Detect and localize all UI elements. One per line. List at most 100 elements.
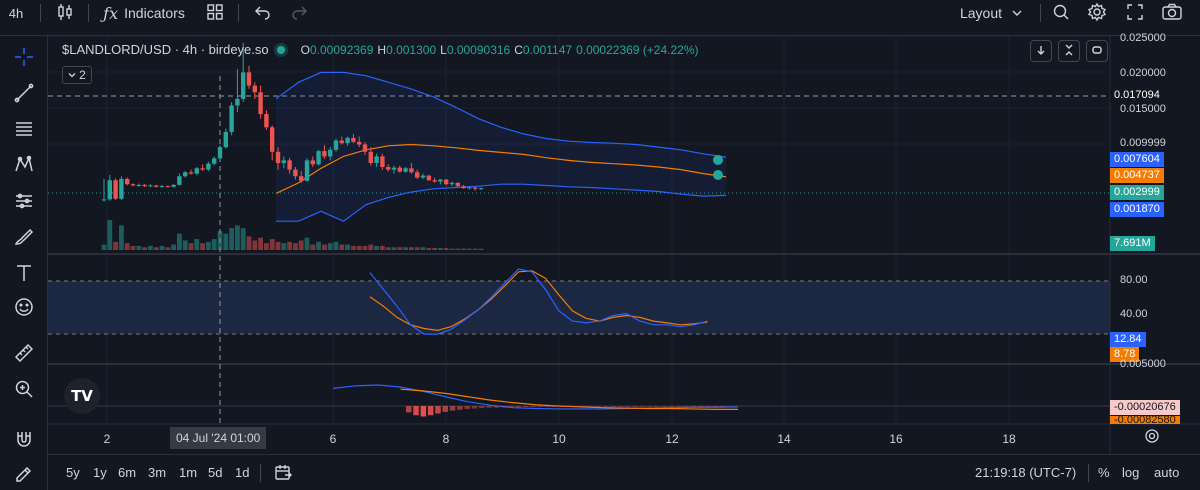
candle-body — [159, 186, 165, 188]
chart-canvas[interactable] — [48, 36, 1200, 454]
maximize-icon — [1091, 44, 1103, 59]
crosshair-tool[interactable] — [8, 44, 40, 72]
fib-tool[interactable] — [8, 116, 40, 144]
go-to-date-button[interactable] — [273, 463, 293, 486]
layout-label: Layout — [959, 5, 1003, 21]
trend-line-tool[interactable] — [8, 80, 40, 108]
brush-tool[interactable] — [8, 224, 40, 252]
candle-body — [217, 147, 223, 159]
volume-bar — [194, 239, 200, 250]
volume-bar — [304, 237, 310, 250]
volume-bar — [281, 243, 287, 250]
volume-bar — [182, 240, 188, 250]
candle-body — [252, 85, 257, 93]
open-value: 0.00092369 — [309, 42, 374, 57]
volume-bar — [351, 245, 356, 250]
redo-button[interactable] — [286, 0, 312, 26]
range-1d[interactable]: 1d — [235, 465, 250, 480]
chart-type-button[interactable] — [52, 0, 78, 26]
magnet-tool[interactable] — [8, 426, 40, 454]
templates-button[interactable] — [202, 0, 228, 26]
volume-bar — [362, 245, 368, 250]
quick-search-button[interactable] — [1048, 0, 1074, 26]
clock-timezone[interactable]: 21:19:18 (UTC-7) — [975, 465, 1077, 480]
symbol-title[interactable]: $LANDLORD/USD · 4h · birdeye.so — [62, 42, 269, 57]
volume-bar — [119, 225, 124, 250]
zoom-tool[interactable] — [8, 376, 40, 404]
low-key: L — [440, 42, 447, 57]
range-3m[interactable]: 3m — [148, 465, 167, 480]
text-tool[interactable] — [8, 260, 40, 288]
range-5y[interactable]: 5y — [66, 465, 80, 480]
volume-bar — [356, 245, 362, 250]
snapshot-button[interactable] — [1158, 0, 1186, 26]
macd-histogram-bar — [522, 406, 529, 407]
layout-button[interactable]: Layout — [950, 0, 1032, 26]
macd-histogram-bar — [690, 406, 697, 407]
auto-scale-toggle[interactable]: auto — [1154, 465, 1180, 480]
candle-body — [391, 167, 397, 170]
pane-maximize-button[interactable] — [1086, 40, 1108, 62]
brush-icon — [13, 226, 35, 251]
undo-button[interactable] — [250, 0, 276, 26]
volume-bar — [188, 243, 194, 250]
legend-collapse-toggle[interactable]: 2 — [62, 66, 92, 84]
macd-histogram-bar — [588, 406, 594, 407]
chart-area[interactable]: $LANDLORD/USD · 4h · birdeye.so O 0.00092… — [48, 32, 1200, 454]
percent-scale-toggle[interactable]: % — [1098, 465, 1110, 480]
settings-button[interactable] — [1084, 0, 1110, 26]
time-tick: 16 — [889, 432, 903, 446]
volume-bar — [136, 245, 142, 250]
toolbar-divider — [40, 4, 41, 22]
log-scale-toggle[interactable]: log — [1122, 465, 1140, 480]
chart-static-elements — [48, 36, 1200, 454]
fullscreen-button[interactable] — [1122, 0, 1148, 26]
top-toolbar: 4h ƒx Indicators Layout — [0, 0, 1200, 36]
range-6m[interactable]: 6m — [118, 465, 137, 480]
price-tick: 0.015000 — [1120, 103, 1166, 115]
time-tick: 10 — [552, 432, 566, 446]
range-1y[interactable]: 1y — [93, 465, 107, 480]
macd-histogram-bar — [573, 406, 580, 407]
series-legend[interactable]: $LANDLORD/USD · 4h · birdeye.so O 0.00092… — [62, 42, 699, 57]
pane-move-down-button[interactable] — [1030, 40, 1052, 62]
candle-body — [212, 158, 217, 164]
volume-bar — [322, 244, 327, 250]
macd-histogram-bar — [515, 406, 521, 408]
candle-body — [415, 172, 420, 178]
high-value: 0.001300 — [386, 42, 437, 57]
macd-signal-badge: -0.00082580 — [1110, 416, 1180, 424]
emoji-tool[interactable] — [8, 294, 40, 322]
price-badge-bb-lower: 0.001870 — [1110, 202, 1164, 217]
price-tick: 0.009999 — [1120, 137, 1166, 149]
interval-button[interactable]: 4h — [4, 0, 28, 26]
price-tick: 0.025000 — [1120, 32, 1166, 44]
drawing-mode-tool[interactable] — [8, 460, 40, 488]
time-tick: 2 — [103, 432, 111, 446]
candle-body — [136, 184, 141, 186]
candle-body — [241, 72, 246, 99]
candle-body — [113, 180, 118, 199]
prediction-tool[interactable] — [8, 188, 40, 216]
volume-bar — [101, 244, 107, 250]
tradingview-logo[interactable]: TV — [64, 378, 100, 414]
pane-collapse-button[interactable] — [1058, 40, 1080, 62]
volume-bar — [298, 240, 304, 250]
indicators-button[interactable]: ƒx Indicators — [98, 0, 190, 26]
candle-body — [310, 160, 315, 165]
measure-tool[interactable] — [8, 340, 40, 368]
volume-bar — [107, 220, 113, 250]
macd-histogram-bar — [457, 406, 463, 410]
stoch-d-badge: 8.78 — [1110, 347, 1140, 362]
volume-bar — [130, 245, 136, 250]
range-5d[interactable]: 5d — [208, 465, 223, 480]
axis-settings-button[interactable] — [1144, 428, 1160, 447]
volume-bar — [310, 244, 316, 250]
macd-histogram-bar — [464, 406, 470, 409]
pattern-tool[interactable] — [8, 152, 40, 180]
macd-hist-badge: -0.00020676 — [1110, 400, 1180, 415]
interval-label: 4h — [8, 5, 24, 21]
undo-icon — [254, 3, 272, 24]
range-1m[interactable]: 1m — [179, 465, 198, 480]
candle-body — [328, 149, 333, 157]
